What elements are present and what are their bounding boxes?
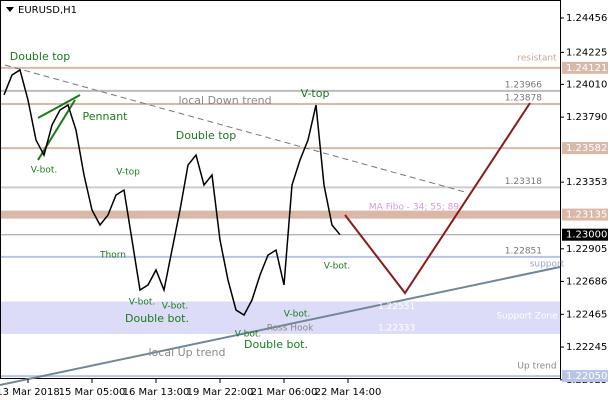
annotation: V-bot. <box>129 298 156 308</box>
annotation: support <box>530 260 565 270</box>
annotation: Double bot. <box>125 312 189 325</box>
chart-title: EURUSD,H1 <box>18 5 77 16</box>
zone-label: 1.22551 <box>378 302 415 312</box>
y-tick-label: 1.23790 <box>566 112 607 123</box>
price-box <box>562 208 608 221</box>
annotation: V-bot. <box>162 302 189 312</box>
annotation: V-top <box>116 168 140 178</box>
x-tick-label: 15 Mar 05:00 <box>59 387 126 398</box>
y-tick-label: 1.22905 <box>566 244 607 255</box>
x-tick-label: 21 Mar 06:00 <box>251 387 318 398</box>
annotation: Pennant <box>83 110 129 123</box>
y-tick-label: 1.23353 <box>566 177 607 188</box>
annotation: V-bot. <box>324 262 351 272</box>
price-box <box>562 370 608 383</box>
annotation: Double top <box>176 129 237 142</box>
support-zone <box>1 301 560 334</box>
level-label: 1.23318 <box>505 177 542 187</box>
price-box <box>562 61 608 74</box>
annotation: Support Zone <box>496 312 558 322</box>
annotation: resistant <box>517 54 557 64</box>
y-tick-label: 1.24225 <box>566 47 607 58</box>
annotation: Double top <box>10 50 71 63</box>
price-box <box>562 142 608 155</box>
price-box <box>562 228 608 241</box>
projection-line <box>344 102 531 295</box>
annotation: MA Fibo - 34; 55; 89 <box>369 203 459 213</box>
price-label: 1.23582 <box>566 143 607 154</box>
y-tick-label: 1.22686 <box>566 276 607 287</box>
x-tick-label: 13 Mar 2018 <box>0 387 60 398</box>
x-tick-label: 19 Mar 22:00 <box>187 387 254 398</box>
y-tick-label: 1.22245 <box>566 342 607 353</box>
annotation: V-bot. <box>284 310 311 320</box>
zone-label: 1.22333 <box>378 323 415 333</box>
price-label: 1.23135 <box>566 210 607 221</box>
price-label: 1.24121 <box>566 63 607 74</box>
annotation: V-bot. <box>31 166 58 176</box>
x-tick-label: 16 Mar 13:00 <box>123 387 190 398</box>
price-line <box>3 68 341 317</box>
level-label: 1.23878 <box>505 94 542 104</box>
annotation: Ross Hook <box>267 324 314 334</box>
menu-arrow[interactable] <box>6 7 14 12</box>
x-tick-label: 22 Mar 14:00 <box>315 387 382 398</box>
annotation: V-bot. <box>235 330 262 340</box>
up-trend-line <box>0 266 561 386</box>
level-label: 1.22851 <box>505 246 542 256</box>
price-label: 1.23000 <box>566 230 607 241</box>
annotation: local Up trend <box>149 346 226 359</box>
annotation: local Down trend <box>178 94 271 107</box>
annotation: V-top <box>301 87 330 100</box>
level-label: 1.23966 <box>505 80 542 90</box>
y-tick-label: 1.22465 <box>566 309 607 320</box>
pennant-line <box>37 94 81 119</box>
y-tick-label: 1.24010 <box>566 79 607 90</box>
annotation: Up trend <box>517 362 556 372</box>
annotation: Thorn <box>99 251 126 261</box>
annotation: Double bot. <box>244 338 308 351</box>
price-label: 1.22050 <box>566 371 607 382</box>
y-tick-label: 1.24456 <box>566 13 607 24</box>
